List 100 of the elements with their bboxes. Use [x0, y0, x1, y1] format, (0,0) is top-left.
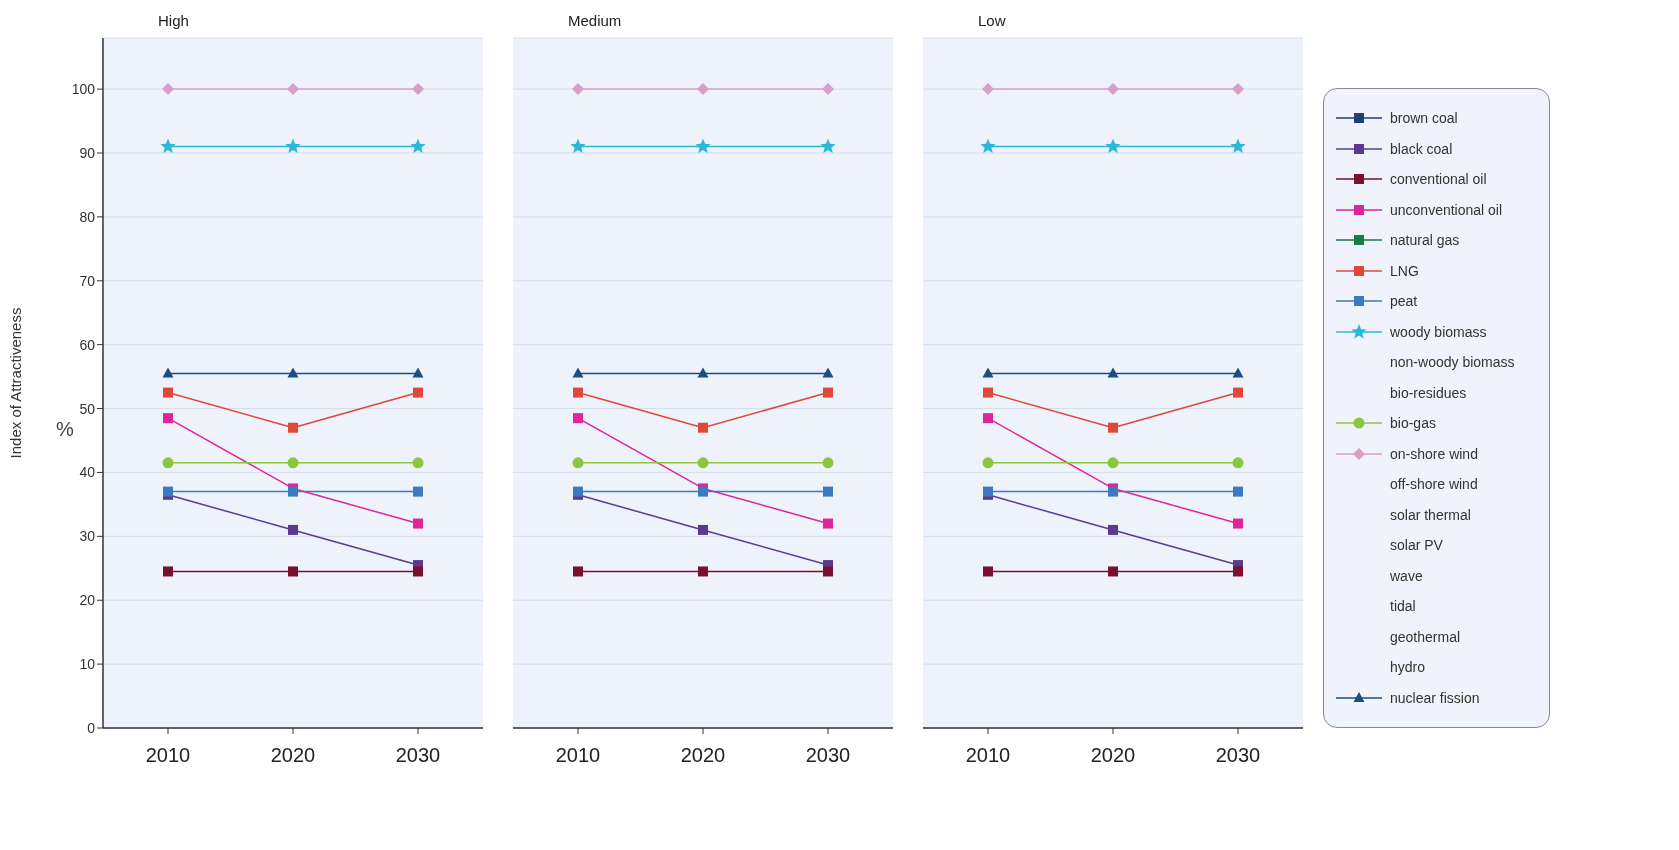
point — [980, 138, 996, 154]
point — [1232, 457, 1244, 469]
point — [1107, 457, 1119, 469]
point — [412, 367, 424, 378]
point — [573, 387, 583, 398]
legend-label: unconventional oil — [1390, 201, 1503, 218]
x-tick-label: 2030 — [1215, 744, 1261, 767]
point — [695, 138, 711, 154]
point — [822, 83, 834, 96]
y-tick-label: 10 — [79, 656, 96, 673]
point — [1233, 566, 1243, 577]
point — [1108, 566, 1118, 577]
point — [698, 566, 708, 577]
legend-label: LNG — [1390, 262, 1419, 279]
y-tick-label: 90 — [79, 144, 96, 161]
point — [983, 413, 993, 424]
point — [823, 518, 833, 529]
point — [982, 457, 994, 469]
point — [288, 422, 298, 433]
y-tick-label: 50 — [79, 400, 96, 417]
point — [163, 566, 173, 577]
point — [822, 457, 834, 469]
legend-label: bio-gas — [1390, 415, 1436, 432]
y-tick-label: 30 — [79, 528, 96, 545]
point — [982, 367, 994, 378]
legend-label: nuclear fission — [1390, 689, 1480, 706]
legend-label: black coal — [1390, 140, 1453, 157]
y-tick-label: 70 — [79, 272, 96, 289]
text: hydro — [1390, 659, 1426, 676]
y-tick-label: 80 — [79, 208, 96, 225]
point — [1233, 518, 1243, 529]
point — [572, 367, 584, 378]
text: tidal — [1390, 598, 1416, 615]
point — [570, 138, 586, 154]
x-tick-label: 2020 — [270, 744, 316, 767]
x-tick-label: 2020 — [680, 744, 726, 767]
point — [822, 367, 834, 378]
point — [697, 83, 709, 96]
chart-title: Medium — [568, 12, 622, 29]
point — [1233, 387, 1243, 398]
legend-label: woody biomass — [1390, 323, 1487, 340]
y-axis-title: Index of Attractiveness — [7, 307, 25, 459]
point — [287, 83, 299, 96]
point — [162, 83, 174, 96]
text: wave — [1390, 567, 1423, 584]
point — [823, 566, 833, 577]
point — [573, 566, 583, 577]
point — [413, 518, 423, 529]
point — [287, 367, 299, 378]
point — [698, 422, 708, 433]
x-tick-label: 2010 — [145, 744, 191, 767]
point — [697, 367, 709, 378]
point — [572, 457, 584, 469]
point — [823, 486, 833, 497]
legend-label: conventional oil — [1390, 171, 1487, 188]
y-tick-label: 100 — [71, 81, 96, 98]
point — [1232, 367, 1244, 378]
text: solar thermal — [1390, 506, 1471, 523]
point — [1105, 138, 1121, 154]
chart-title: Low — [978, 12, 1006, 29]
point — [1107, 83, 1119, 96]
x-tick-label: 2010 — [965, 744, 1011, 767]
point — [410, 138, 426, 154]
text: % — [56, 418, 74, 441]
point — [1233, 486, 1243, 497]
x-tick-label: 2010 — [555, 744, 601, 767]
point — [288, 524, 298, 535]
point — [573, 413, 583, 424]
point — [162, 367, 174, 378]
point — [287, 457, 299, 469]
point — [1107, 367, 1119, 378]
point — [162, 457, 174, 469]
text: non-woody biomass — [1390, 354, 1515, 371]
x-tick-label: 2030 — [395, 744, 441, 767]
point — [163, 413, 173, 424]
y-tick-label: 0 — [87, 719, 96, 736]
point — [1230, 138, 1246, 154]
x-tick-label: 2030 — [805, 744, 851, 767]
y-tick-label: 60 — [79, 336, 96, 353]
point — [288, 566, 298, 577]
point — [1108, 524, 1118, 535]
point — [1108, 422, 1118, 433]
chart-title: High — [158, 12, 189, 29]
point — [697, 457, 709, 469]
point — [982, 83, 994, 96]
point — [698, 524, 708, 535]
point — [572, 83, 584, 96]
legend-label: on-shore wind — [1390, 445, 1478, 462]
y-tick-label: 40 — [79, 464, 96, 481]
text: solar PV — [1390, 537, 1443, 554]
point — [983, 566, 993, 577]
point — [413, 387, 423, 398]
point — [820, 138, 836, 154]
point — [823, 387, 833, 398]
point — [412, 457, 424, 469]
point — [160, 138, 176, 154]
point — [413, 566, 423, 577]
point — [285, 138, 301, 154]
x-tick-label: 2020 — [1090, 744, 1136, 767]
point — [983, 387, 993, 398]
